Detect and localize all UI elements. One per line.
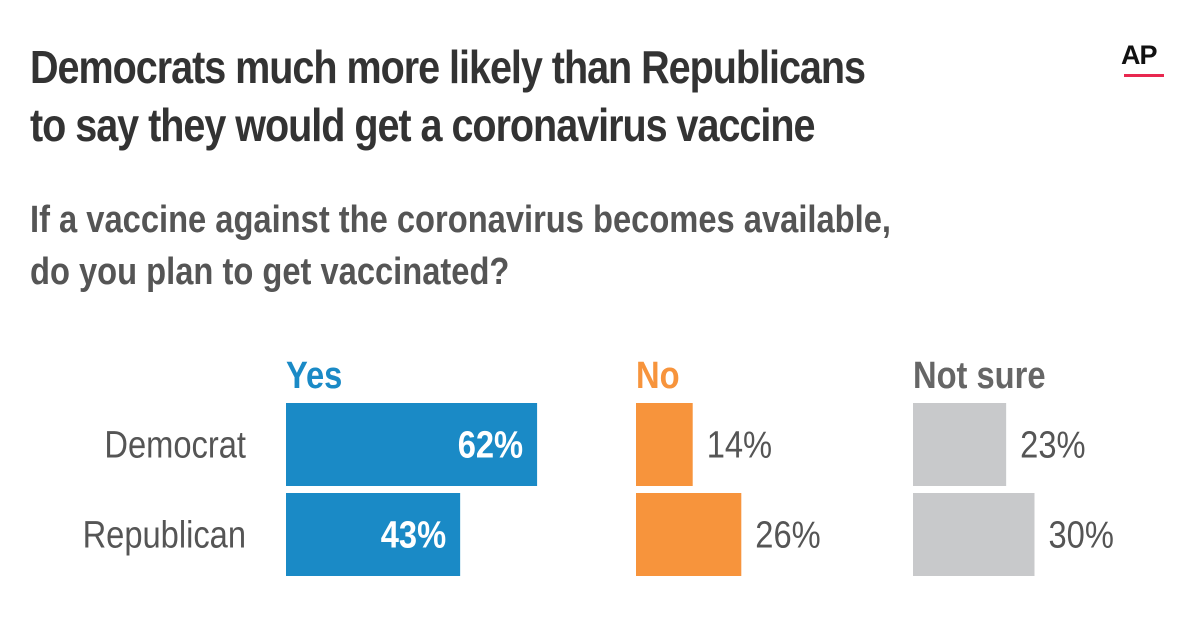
bar-not-sure-democrat <box>913 403 1007 486</box>
data-label-not-sure-democrat: 23% <box>1020 423 1085 466</box>
ap-logo-underline <box>1124 74 1164 77</box>
bar-yes-republican <box>286 493 461 576</box>
data-label-yes-republican: 43% <box>381 513 446 556</box>
data-label-no-democrat: 14% <box>707 423 772 466</box>
ap-logo: AP <box>1121 40 1171 82</box>
chart-title-line-1: Democrats much more likely than Republic… <box>30 41 866 93</box>
chart-subtitle: If a vaccine against the coronavirus bec… <box>30 194 891 298</box>
series-header-no: No <box>636 354 680 397</box>
data-label-no-republican: 26% <box>755 513 820 556</box>
category-label-democrat: Democrat <box>104 423 246 466</box>
bar-chart: Democrat Republican Yes 62% 43% No 14% 26% Not s… <box>83 354 1114 576</box>
chart-subtitle-line-1: If a vaccine against the coronavirus bec… <box>30 199 891 241</box>
series-header-not-sure: Not sure <box>913 354 1045 397</box>
bar-no-democrat <box>636 403 693 486</box>
bar-yes-democrat <box>286 403 538 486</box>
chart-subtitle-line-2: do you plan to get vaccinated? <box>30 251 510 293</box>
bar-no-republican <box>636 493 742 576</box>
category-label-republican: Republican <box>83 513 246 556</box>
data-label-yes-democrat: 62% <box>458 423 523 466</box>
ap-logo-text: AP <box>1121 40 1158 70</box>
bar-not-sure-republican <box>913 493 1035 576</box>
series-header-yes: Yes <box>286 354 342 397</box>
chart-title-line-2: to say they would get a coronavirus vacc… <box>30 99 815 151</box>
chart-title: Democrats much more likely than Republic… <box>30 38 924 154</box>
data-label-not-sure-republican: 30% <box>1048 513 1113 556</box>
